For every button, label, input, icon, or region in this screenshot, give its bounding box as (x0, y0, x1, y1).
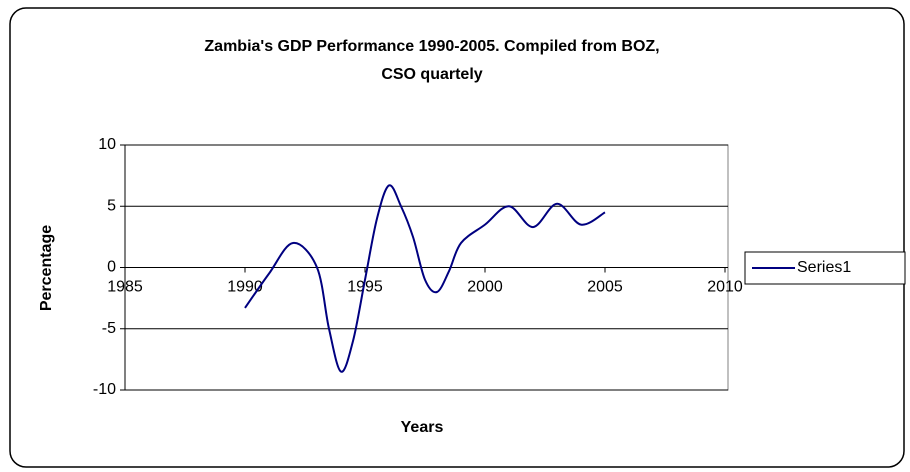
x-axis-label: Years (401, 419, 444, 436)
y-tick-label: -5 (102, 320, 116, 337)
y-tick-label: -10 (93, 381, 116, 398)
y-axis-label: Percentage (38, 225, 55, 311)
y-tick-label: 10 (98, 136, 116, 153)
x-tick-label: 1990 (227, 279, 263, 296)
y-tick-label: 5 (107, 197, 116, 214)
x-tick-label: 2005 (587, 279, 623, 296)
chart-title: CSO quartely (381, 66, 482, 83)
x-tick-label: 1985 (107, 279, 143, 296)
legend-label: Series1 (797, 259, 851, 276)
chart-title: Zambia's GDP Performance 1990-2005. Comp… (204, 38, 659, 55)
x-tick-label: 1995 (347, 279, 383, 296)
series-line (244, 184, 606, 373)
y-tick-label: 0 (107, 259, 116, 276)
x-tick-label: 2010 (707, 279, 743, 296)
legend: Series1 (744, 251, 906, 285)
x-tick-label: 2000 (467, 279, 503, 296)
